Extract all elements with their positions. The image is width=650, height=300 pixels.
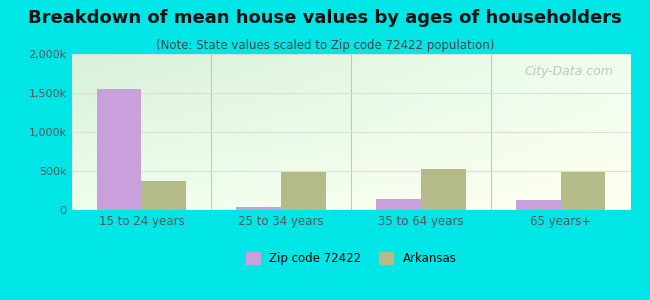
Bar [560, 172, 605, 210]
Bar [376, 199, 421, 210]
Bar [516, 200, 560, 210]
Bar [421, 169, 465, 210]
Bar [237, 207, 281, 210]
Text: City-Data.com: City-Data.com [525, 65, 614, 78]
Text: (Note: State values scaled to Zip code 72422 population): (Note: State values scaled to Zip code 7… [156, 39, 494, 52]
Bar [142, 181, 186, 210]
Bar [281, 172, 326, 210]
Bar [97, 89, 142, 210]
Text: Breakdown of mean house values by ages of householders: Breakdown of mean house values by ages o… [28, 9, 622, 27]
Legend: Zip code 72422, Arkansas: Zip code 72422, Arkansas [240, 247, 462, 270]
